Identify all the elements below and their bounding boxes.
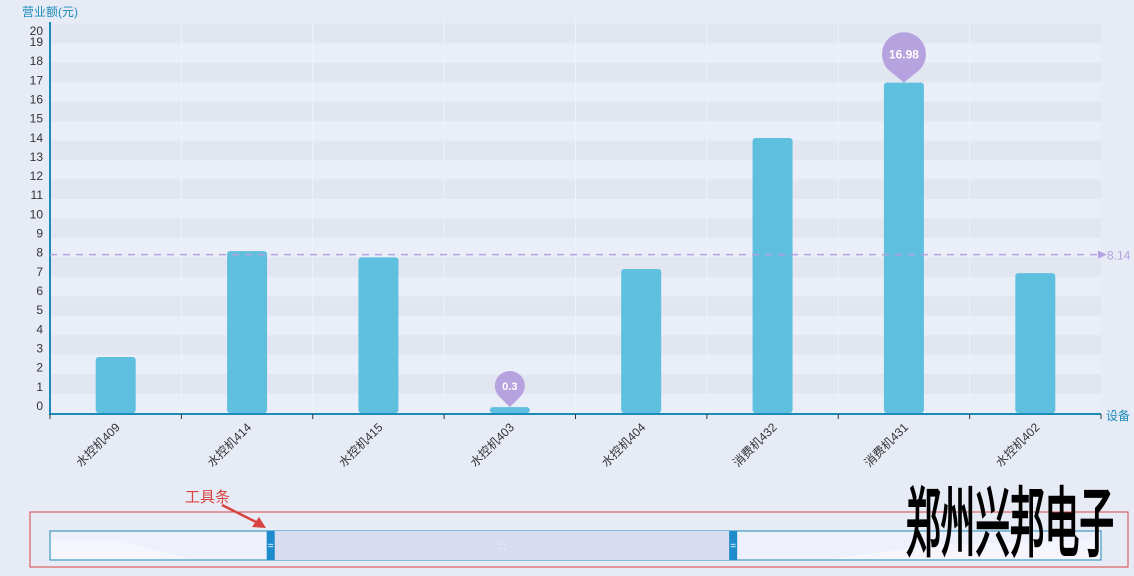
- toolbar-highlight-box: [29, 511, 1129, 568]
- mark-point-pin: [881, 32, 926, 83]
- y-tick-label: 15: [30, 112, 44, 126]
- y-tick-label: 4: [36, 322, 43, 336]
- datazoom-selected-range[interactable]: [270, 531, 734, 560]
- handle-grip-icon: =: [730, 541, 736, 552]
- toolbar-annotation-label: 工具条: [185, 489, 231, 506]
- datazoom-end-handle[interactable]: [729, 531, 738, 560]
- y-tick-label: 6: [36, 284, 43, 298]
- datazoom-preview: [830, 540, 1100, 559]
- mark-point-label: 16.98: [889, 48, 919, 62]
- bar[interactable]: [752, 138, 793, 413]
- y-tick-label: 5: [36, 303, 43, 317]
- y-tick-label: 12: [30, 169, 44, 183]
- bar[interactable]: [358, 257, 399, 413]
- y-tick-label: 10: [30, 207, 44, 221]
- datazoom-start-handle[interactable]: [266, 531, 275, 560]
- average-line-arrow: [1098, 250, 1107, 259]
- y-axis-title: 营业额(元): [22, 5, 78, 19]
- bar[interactable]: [621, 268, 662, 413]
- y-tick-label: 8: [36, 246, 43, 260]
- handle-grip-icon: =: [268, 541, 274, 552]
- datazoom-preview: [51, 540, 190, 559]
- y-tick-label: 16: [30, 92, 44, 106]
- x-tick-label: 水控机415: [336, 420, 386, 470]
- x-axis-title: 设备: [1106, 409, 1130, 423]
- y-tick-label: 0: [36, 399, 43, 413]
- y-tick-label: 18: [30, 54, 44, 68]
- y-tick-label: 3: [36, 342, 43, 356]
- mark-point-label: 0.3: [502, 381, 517, 393]
- bar[interactable]: [883, 82, 924, 413]
- y-tick-label: 11: [31, 188, 44, 202]
- annotation-arrow-head: [252, 517, 266, 528]
- y-tick-label: 17: [30, 73, 44, 87]
- average-line-label: 8.14: [1107, 249, 1131, 263]
- x-tick-label: 消费机432: [730, 420, 780, 470]
- x-tick-label: 水控机414: [205, 420, 255, 470]
- bar[interactable]: [489, 407, 530, 413]
- x-tick-label: 水控机402: [993, 420, 1043, 470]
- datazoom-grip: :::: [498, 541, 506, 552]
- y-tick-label: 1: [36, 380, 43, 394]
- x-tick-label: 消费机431: [862, 420, 912, 470]
- annotation-arrow: [221, 503, 261, 526]
- bar[interactable]: [227, 251, 268, 413]
- y-tick-label: 9: [36, 227, 43, 241]
- mark-point-pin: [494, 370, 525, 408]
- y-tick-label: 14: [30, 131, 44, 145]
- y-tick-label: 13: [30, 150, 44, 164]
- y-tick-label: 20: [30, 24, 44, 38]
- y-tick-label: 7: [36, 265, 43, 279]
- bar[interactable]: [1015, 273, 1056, 413]
- y-tick-label: 19: [30, 35, 44, 49]
- y-tick-label: 2: [36, 361, 43, 375]
- x-tick-label: 水控机403: [467, 420, 517, 470]
- x-tick-label: 水控机409: [73, 420, 123, 470]
- bar[interactable]: [95, 356, 136, 413]
- watermark: 郑州兴邦电子: [906, 479, 1114, 568]
- x-tick-label: 水控机404: [599, 420, 649, 470]
